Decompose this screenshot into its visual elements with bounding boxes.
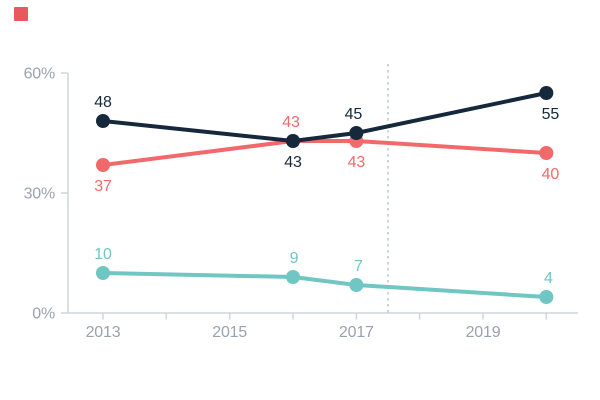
x-tick-label: 2013 [86, 324, 121, 341]
data-point-navy-series [349, 126, 364, 140]
data-point-label-red-series: 43 [282, 114, 300, 131]
data-point-label-navy-series: 45 [345, 106, 363, 123]
brand-mark-red-square [14, 7, 28, 21]
y-tick-label: 30% [24, 186, 55, 203]
y-tick-label: 60% [24, 66, 55, 83]
y-tick-label: 0% [32, 306, 55, 323]
series-group: 37 43 43 40 48 43 45 55 10 9 7 4 [94, 86, 560, 304]
data-point-label-navy-series: 43 [284, 154, 302, 171]
data-point-label-teal-series: 4 [544, 270, 553, 287]
series-line-red-series [101, 139, 549, 167]
data-point-red-series [539, 146, 554, 160]
x-tick-label: 2017 [339, 324, 374, 341]
x-tick-label: 2015 [212, 324, 247, 341]
data-point-label-teal-series: 10 [94, 246, 112, 263]
data-point-navy-series [285, 134, 300, 148]
data-point-navy-series [539, 86, 554, 100]
data-point-red-series [96, 158, 110, 172]
x-tick-label: 2019 [466, 324, 501, 341]
data-point-label-navy-series: 55 [542, 106, 560, 123]
data-point-teal-series [539, 290, 554, 304]
data-point-teal-series [285, 270, 300, 284]
data-point-label-red-series: 37 [94, 178, 112, 195]
data-point-teal-series [96, 266, 110, 280]
data-point-label-teal-series: 7 [354, 258, 363, 275]
data-point-label-red-series: 40 [542, 166, 560, 183]
data-point-navy-series [96, 114, 110, 128]
data-point-teal-series [349, 278, 364, 292]
series-line-navy-series [101, 91, 549, 143]
data-point-label-navy-series: 48 [94, 94, 112, 111]
data-point-label-teal-series: 9 [290, 250, 299, 267]
data-point-label-red-series: 43 [348, 154, 366, 171]
axes-group: 0% 30% 60% 2013 2015 2017 2019 [24, 66, 578, 341]
series-line-teal-series [101, 271, 549, 299]
